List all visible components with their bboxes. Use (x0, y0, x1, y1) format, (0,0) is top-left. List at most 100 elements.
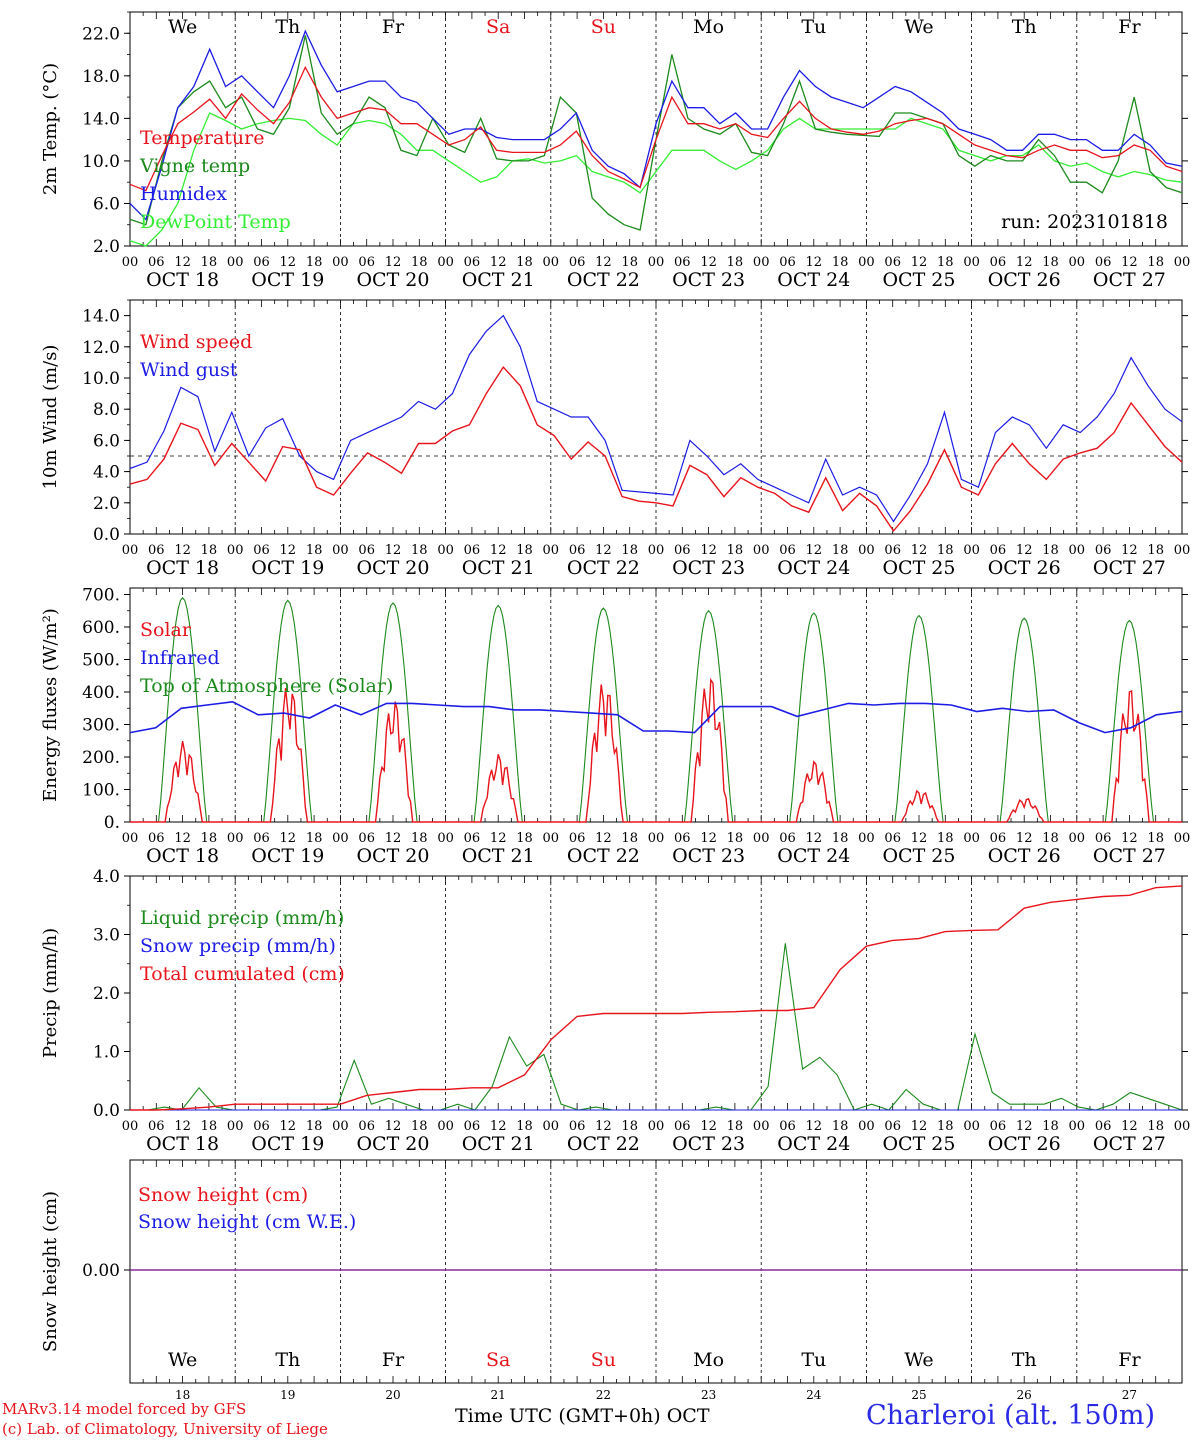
flux-hour-label: 18 (306, 831, 323, 846)
wind-day-label: OCT 22 (567, 557, 640, 579)
wind-hour-label: 18 (937, 543, 954, 558)
snow-weekday-label: Mo (693, 1349, 724, 1371)
temp-hour-label: 18 (306, 255, 323, 270)
temp-day-label: OCT 25 (882, 269, 955, 291)
flux-hour-label: 00 (1069, 831, 1086, 846)
wind-hour-label: 06 (990, 543, 1007, 558)
temp-legend-2: Humidex (140, 183, 227, 205)
temp-day-label: OCT 22 (567, 269, 640, 291)
temp-hour-label: 00 (437, 255, 454, 270)
snow-day-number: 27 (1122, 1388, 1137, 1402)
wind-hour-label: 12 (385, 543, 402, 558)
x-axis-title: Time UTC (GMT+0h) OCT (455, 1405, 710, 1427)
wind-hour-label: 06 (569, 543, 586, 558)
temp-hour-label: 12 (806, 255, 823, 270)
flux-day-label: OCT 26 (988, 845, 1061, 867)
precip-hour-label: 00 (1174, 1119, 1191, 1134)
precip-hour-label: 06 (674, 1119, 691, 1134)
precip-hour-label: 06 (779, 1119, 796, 1134)
wind-hour-label: 06 (358, 543, 375, 558)
temp-hour-label: 00 (648, 255, 665, 270)
flux-hour-label: 00 (332, 831, 349, 846)
wind-day-label: OCT 26 (988, 557, 1061, 579)
flux-hour-label: 00 (753, 831, 770, 846)
temp-weekday-label: Mo (693, 16, 724, 38)
flux-hour-label: 00 (122, 831, 139, 846)
precip-hour-label: 12 (700, 1119, 717, 1134)
wind-hour-label: 06 (148, 543, 165, 558)
temp-hour-label: 18 (201, 255, 218, 270)
temp-hour-label: 00 (122, 255, 139, 270)
wind-ylabel: 10m Wind (m/s) (40, 345, 61, 490)
temp-hour-label: 06 (148, 255, 165, 270)
temp-day-label: OCT 24 (777, 269, 850, 291)
precip-hour-label: 18 (306, 1119, 323, 1134)
flux-hour-label: 12 (1016, 831, 1033, 846)
precip-hour-label: 12 (595, 1119, 612, 1134)
flux-legend-0: Solar (140, 619, 192, 641)
flux-hour-label: 06 (674, 831, 691, 846)
flux-ytick-label: 200. (82, 748, 120, 768)
flux-ytick-label: 0. (104, 813, 120, 833)
temp-hour-label: 12 (595, 255, 612, 270)
flux-day-label: OCT 21 (462, 845, 535, 867)
snow-weekday-label: Su (591, 1349, 616, 1371)
precip-hour-label: 06 (1095, 1119, 1112, 1134)
precip-day-label: OCT 23 (672, 1133, 745, 1155)
snow-ylabel: Snow height (cm) (40, 1191, 61, 1352)
temp-hour-label: 06 (884, 255, 901, 270)
snow-legend-1: Snow height (cm W.E.) (138, 1211, 356, 1233)
temp-weekday-label: We (168, 16, 197, 38)
temp-hour-label: 00 (858, 255, 875, 270)
wind-hour-label: 06 (779, 543, 796, 558)
wind-hour-label: 00 (227, 543, 244, 558)
wind-day-label: OCT 27 (1093, 557, 1166, 579)
flux-hour-label: 00 (227, 831, 244, 846)
flux-hour-label: 06 (990, 831, 1007, 846)
precip-hour-label: 06 (990, 1119, 1007, 1134)
wind-hour-label: 12 (1016, 543, 1033, 558)
flux-hour-label: 18 (832, 831, 849, 846)
precip-ytick-label: 1.0 (93, 1043, 120, 1063)
snow-day-number: 21 (491, 1388, 506, 1402)
precip-day-label: OCT 26 (988, 1133, 1061, 1155)
temp-day-label: OCT 20 (356, 269, 429, 291)
temp-series-line (129, 29, 1183, 221)
wind-hour-label: 18 (621, 543, 638, 558)
station-name: Charleroi (alt. 150m) (866, 1400, 1155, 1431)
precip-hour-label: 12 (1121, 1119, 1138, 1134)
flux-day-label: OCT 27 (1093, 845, 1166, 867)
precip-hour-label: 18 (201, 1119, 218, 1134)
flux-ylabel: Energy fluxes (W/m²) (40, 608, 61, 802)
temp-hour-label: 12 (490, 255, 507, 270)
temp-hour-label: 18 (516, 255, 533, 270)
snow-ytick-label: 0.00 (82, 1261, 120, 1281)
precip-hour-label: 18 (937, 1119, 954, 1134)
temp-hour-label: 12 (1121, 255, 1138, 270)
flux-hour-label: 00 (858, 831, 875, 846)
precip-hour-label: 12 (490, 1119, 507, 1134)
temp-hour-label: 18 (832, 255, 849, 270)
snow-weekday-label: Tu (801, 1349, 826, 1371)
precip-day-label: OCT 20 (356, 1133, 429, 1155)
precip-ylabel: Precip (mm/h) (40, 928, 61, 1058)
wind-hour-label: 06 (1095, 543, 1112, 558)
credit-lab: (c) Lab. of Climatology, University of L… (2, 1420, 328, 1438)
snow-weekday-label: We (168, 1349, 197, 1371)
temp-hour-label: 00 (332, 255, 349, 270)
flux-solar-line (1076, 689, 1182, 823)
temp-day-label: OCT 18 (146, 269, 219, 291)
flux-ytick-label: 100. (82, 781, 120, 801)
wind-hour-label: 06 (884, 543, 901, 558)
flux-solar-line (866, 789, 972, 823)
flux-solar-line (761, 760, 867, 823)
precip-hour-label: 18 (832, 1119, 849, 1134)
snow-weekday-label: Sa (486, 1349, 510, 1371)
precip-hour-label: 12 (280, 1119, 297, 1134)
wind-hour-label: 00 (858, 543, 875, 558)
temp-legend-1: Vigne temp (139, 155, 250, 177)
flux-solar-line (656, 677, 762, 823)
flux-ytick-label: 600. (82, 618, 120, 638)
precip-legend-2: Total cumulated (cm) (140, 963, 345, 985)
flux-day-label: OCT 19 (251, 845, 324, 867)
